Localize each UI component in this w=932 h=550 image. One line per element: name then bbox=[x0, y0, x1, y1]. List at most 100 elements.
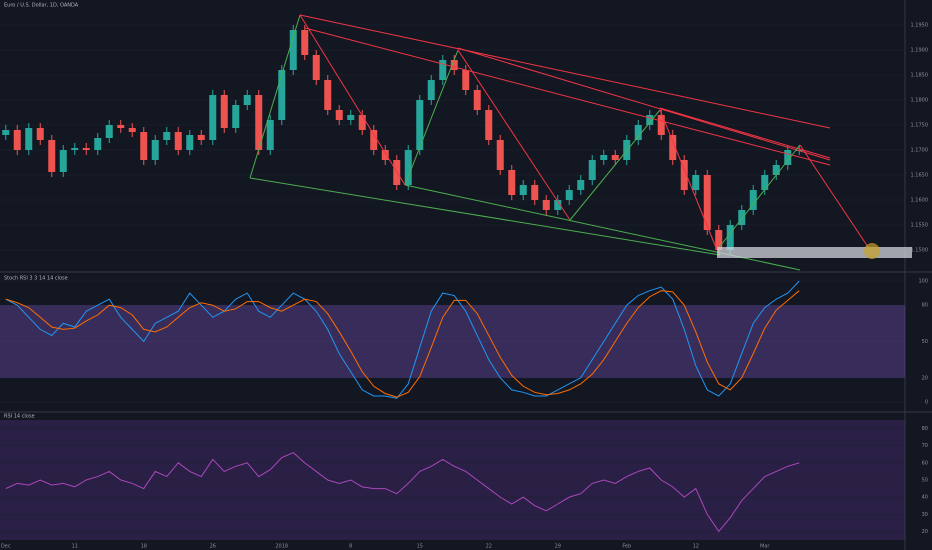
candle-body bbox=[289, 30, 297, 70]
zigzag bbox=[716, 144, 801, 251]
candle-body bbox=[48, 140, 56, 172]
candle-body bbox=[301, 30, 309, 55]
candle-body bbox=[324, 80, 332, 110]
candle-body bbox=[312, 55, 320, 80]
candle-body bbox=[82, 148, 90, 150]
candle-body bbox=[266, 120, 274, 150]
zigzag bbox=[569, 109, 661, 221]
x-tick-label: 8 bbox=[349, 544, 352, 550]
candle-body bbox=[404, 150, 412, 185]
y-tick-label: 80 bbox=[922, 426, 928, 432]
target-marker bbox=[864, 243, 880, 259]
candle-body bbox=[151, 140, 159, 160]
x-tick-label: Dec bbox=[1, 544, 11, 550]
candle-body bbox=[140, 132, 148, 160]
candle-body bbox=[554, 200, 562, 210]
candle-body bbox=[611, 155, 619, 160]
candle-body bbox=[128, 128, 136, 132]
candle-body bbox=[347, 115, 355, 120]
x-tick-label: 15 bbox=[417, 544, 423, 550]
price-title: Euro / U.S. Dollar, 1D, OANDA bbox=[4, 3, 79, 9]
candle-body bbox=[71, 148, 79, 150]
y-tick-label: 70 bbox=[922, 443, 928, 449]
y-tick-label: 50 bbox=[922, 339, 928, 345]
y-tick-label: 20 bbox=[922, 375, 928, 381]
y-tick-label: 0 bbox=[925, 400, 928, 406]
candle-body bbox=[715, 230, 723, 250]
candle-body bbox=[94, 138, 102, 150]
candle-body bbox=[657, 115, 665, 135]
candle-body bbox=[232, 105, 240, 128]
candle-body bbox=[370, 130, 378, 150]
x-tick-label: Mar bbox=[760, 544, 770, 550]
zigzag bbox=[404, 49, 459, 186]
candle-body bbox=[519, 185, 527, 195]
y-tick-label: 1.1900 bbox=[911, 48, 929, 54]
series-line bbox=[5, 280, 800, 399]
y-tick-label: 100 bbox=[918, 279, 928, 285]
candle-body bbox=[462, 70, 470, 90]
candle-body bbox=[381, 150, 389, 160]
candle-body bbox=[634, 125, 642, 140]
candle-body bbox=[243, 95, 251, 105]
series-line bbox=[5, 290, 800, 398]
candle-body bbox=[473, 90, 481, 110]
y-tick-label: 30 bbox=[922, 512, 928, 518]
candle-body bbox=[692, 175, 700, 190]
candle-body bbox=[577, 180, 585, 190]
band bbox=[0, 305, 905, 378]
trendline bbox=[249, 14, 301, 179]
zigzag bbox=[659, 109, 718, 251]
candle-body bbox=[542, 200, 550, 210]
candle-body bbox=[163, 132, 171, 140]
candle-body bbox=[278, 70, 286, 120]
rsi-title: RSI 14 close bbox=[4, 414, 35, 420]
candle-body bbox=[600, 155, 608, 160]
candle-body bbox=[588, 160, 596, 180]
candle-body bbox=[565, 190, 573, 200]
x-tick-label: 22 bbox=[486, 544, 492, 550]
trendline bbox=[659, 107, 831, 159]
candle-body bbox=[738, 210, 746, 225]
x-tick-label: Feb bbox=[622, 544, 631, 550]
candle-body bbox=[416, 100, 424, 150]
zigzag bbox=[799, 144, 871, 251]
y-tick-label: 1.1500 bbox=[911, 248, 929, 254]
trendline bbox=[457, 47, 831, 161]
candle-body bbox=[646, 115, 654, 125]
series-line bbox=[5, 451, 800, 533]
y-tick-label: 1.1950 bbox=[911, 23, 929, 29]
candle-body bbox=[197, 135, 205, 140]
candle-body bbox=[496, 140, 504, 170]
candle-body bbox=[358, 115, 366, 130]
candle-body bbox=[726, 225, 734, 250]
trendline bbox=[299, 14, 831, 129]
candle-body bbox=[784, 150, 792, 165]
candle-body bbox=[220, 95, 228, 128]
mark-layer: Dec 11 18 26 2018 8 15 22 29 Feb 12 Mar bbox=[1, 25, 803, 550]
y-tick-label: 1.1750 bbox=[911, 123, 929, 129]
candle-body bbox=[680, 160, 688, 190]
candle-body bbox=[255, 95, 263, 150]
zigzag bbox=[299, 14, 406, 186]
y-tick-label: 40 bbox=[922, 495, 928, 501]
y-tick-label: 1.1800 bbox=[911, 98, 929, 104]
y-tick-label: 1.1850 bbox=[911, 73, 929, 79]
x-tick-label: 18 bbox=[141, 544, 147, 550]
candle-body bbox=[772, 165, 780, 175]
candle-body bbox=[105, 125, 113, 138]
target-zone bbox=[717, 247, 912, 258]
x-tick-label: 11 bbox=[72, 544, 78, 550]
candle-body bbox=[59, 150, 67, 172]
candle-body bbox=[749, 190, 757, 210]
x-tick-label: 12 bbox=[693, 544, 699, 550]
y-tick-label: 80 bbox=[922, 303, 928, 309]
candle-body bbox=[174, 132, 182, 150]
candle-body bbox=[669, 135, 677, 160]
candle-body bbox=[13, 130, 21, 150]
candle-body bbox=[531, 185, 539, 200]
stoch-title: Stoch RSI 3 3 14 14 close bbox=[4, 276, 68, 282]
candle-body bbox=[186, 135, 194, 150]
x-tick-label: 2018 bbox=[275, 544, 288, 550]
